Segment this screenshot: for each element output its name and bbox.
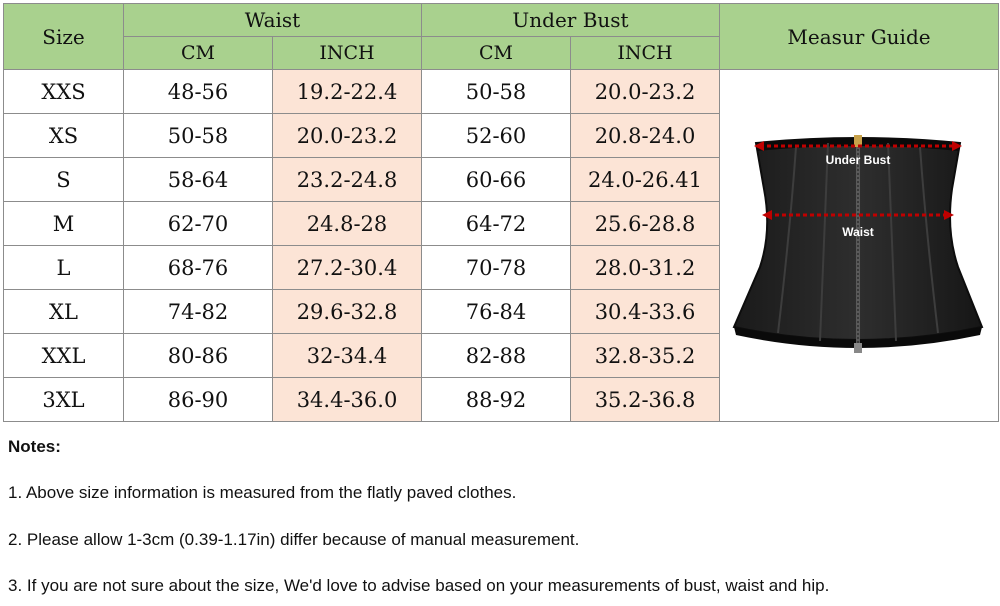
table-row: M 62-70 24.8-28 64-72 25.6-28.8 [3, 201, 999, 246]
bust-cm-cell: 60-66 [421, 157, 571, 202]
waist-inch-cell: 23.2-24.8 [272, 157, 422, 202]
table-row: L 68-76 27.2-30.4 70-78 28.0-31.2 [3, 245, 999, 290]
waist-cm-cell: 80-86 [123, 333, 273, 378]
waist-arrow [762, 209, 954, 220]
size-cell: S [3, 157, 124, 202]
waist-inch-cell: 34.4-36.0 [272, 377, 422, 422]
waist-inch-cell: 24.8-28 [272, 201, 422, 246]
under-bust-label: Under Bust [826, 153, 891, 167]
size-header: Size [3, 3, 124, 70]
size-cell: XXL [3, 333, 124, 378]
size-cell: L [3, 245, 124, 290]
waist-inch-cell: 20.0-23.2 [272, 113, 422, 158]
waist-cm-cell: 62-70 [123, 201, 273, 246]
waist-inch-header: INCH [272, 36, 422, 70]
bust-inch-header: INCH [570, 36, 720, 70]
size-cell: XL [3, 289, 124, 334]
size-chart-table: Size Waist Under Bust Measur Guide CM IN… [3, 3, 999, 422]
table-row: XXS 48-56 19.2-22.4 50-58 20.0-23.2 [3, 69, 999, 422]
bust-cm-cell: 88-92 [421, 377, 571, 422]
waist-inch-cell: 29.6-32.8 [272, 289, 422, 334]
zipper-pull [854, 134, 862, 147]
waist-cm-cell: 58-64 [123, 157, 273, 202]
note-item: 3. If you are not sure about the size, W… [8, 576, 830, 595]
measure-guide-header: Measur Guide [719, 3, 999, 70]
bust-inch-cell: 25.6-28.8 [570, 201, 720, 246]
measure-guide-cell: Under Bust Waist [719, 69, 999, 422]
bust-cm-header: CM [421, 36, 571, 70]
waist-cm-cell: 50-58 [123, 113, 273, 158]
bust-cm-cell: 64-72 [421, 201, 571, 246]
bust-inch-cell: 35.2-36.8 [570, 377, 720, 422]
size-cell: 3XL [3, 377, 124, 422]
waist-inch-cell: 19.2-22.4 [272, 69, 422, 114]
waist-label: Waist [842, 225, 874, 239]
waist-cm-header: CM [123, 36, 273, 70]
bust-cm-cell: 76-84 [421, 289, 571, 334]
notes-title: Notes: [8, 437, 61, 456]
bust-cm-cell: 82-88 [421, 333, 571, 378]
table-row: XL 74-82 29.6-32.8 76-84 30.4-33.6 [3, 289, 999, 334]
bust-inch-cell: 20.0-23.2 [570, 69, 720, 114]
waist-cm-cell: 86-90 [123, 377, 273, 422]
bust-inch-cell: 24.0-26.41 [570, 157, 720, 202]
bust-inch-cell: 28.0-31.2 [570, 245, 720, 290]
under-bust-header: Under Bust [421, 3, 720, 37]
table-row: 3XL 86-90 34.4-36.0 88-92 35.2-36.8 [3, 377, 999, 422]
waist-cm-cell: 48-56 [123, 69, 273, 114]
bust-cm-cell: 70-78 [421, 245, 571, 290]
size-cell: XXS [3, 69, 124, 114]
note-item: 2. Please allow 1-3cm (0.39-1.17in) diff… [8, 530, 580, 549]
waist-inch-cell: 27.2-30.4 [272, 245, 422, 290]
bust-inch-cell: 20.8-24.0 [570, 113, 720, 158]
under-bust-arrow [754, 140, 962, 151]
bust-inch-cell: 30.4-33.6 [570, 289, 720, 334]
table-row: XS 50-58 20.0-23.2 52-60 20.8-24.0 [3, 113, 999, 158]
bust-inch-cell: 32.8-35.2 [570, 333, 720, 378]
table-row: XXL 80-86 32-34.4 82-88 32.8-35.2 [3, 333, 999, 378]
waist-cm-cell: 74-82 [123, 289, 273, 334]
size-cell: XS [3, 113, 124, 158]
note-item: 1. Above size information is measured fr… [8, 483, 517, 502]
table-row: S 58-64 23.2-24.8 60-66 24.0-26.41 [3, 157, 999, 202]
bust-cm-cell: 50-58 [421, 69, 571, 114]
corset-illustration: Under Bust Waist [732, 134, 984, 353]
size-cell: M [3, 201, 124, 246]
bust-cm-cell: 52-60 [421, 113, 571, 158]
waist-inch-cell: 32-34.4 [272, 333, 422, 378]
waist-cm-cell: 68-76 [123, 245, 273, 290]
waist-header: Waist [123, 3, 422, 37]
